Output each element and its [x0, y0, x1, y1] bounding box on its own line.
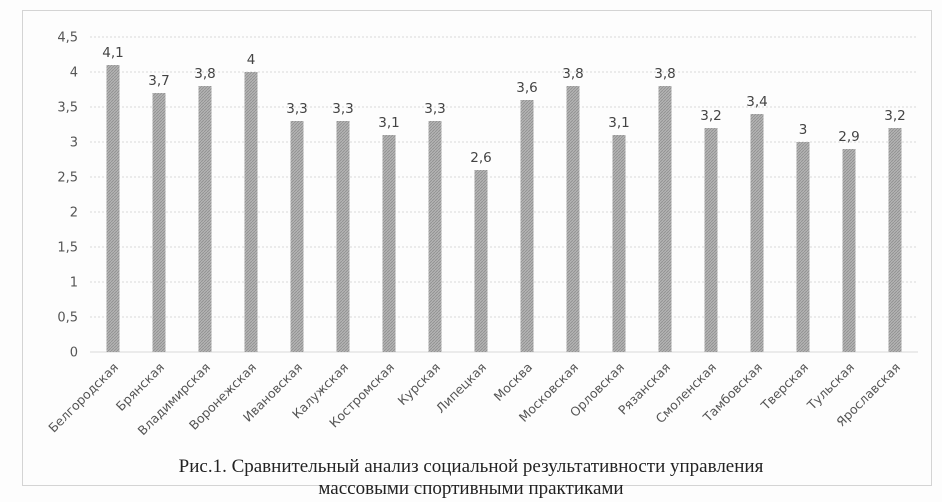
data-label: 3,4: [746, 94, 767, 110]
y-tick-label: 2: [70, 206, 78, 221]
data-label: 4,1: [102, 45, 123, 61]
x-axis-ticks: БелгородскаяБрянскаяВладимирскаяВоронежс…: [45, 360, 903, 439]
bar: [888, 128, 902, 352]
figure-caption-line-1: Рис.1. Сравнительный анализ социальной р…: [178, 456, 764, 477]
bar: [106, 65, 120, 352]
data-label: 3: [799, 122, 808, 138]
y-tick-label: 4: [70, 66, 78, 81]
y-axis-ticks: 0 0,5 1 1,5 2 2,5 3 3,5 4 4,5: [57, 31, 78, 361]
bar: [658, 86, 672, 352]
data-label: 3,8: [562, 66, 583, 82]
x-tick-label: Тверская: [757, 360, 811, 414]
data-labels: 4,1 3,7 3,8 4 3,3 3,3 3,1 3,3 2,6 3,6 3,8 3,1 3,8 3,2…: [102, 45, 905, 166]
data-label: 3,1: [608, 115, 629, 131]
bar: [152, 93, 166, 352]
bar: [244, 72, 258, 352]
bar: [382, 135, 396, 352]
bar: [750, 114, 764, 352]
bar: [704, 128, 718, 352]
figure-caption-line-2: массовыми спортивными практиками: [318, 478, 624, 499]
bars: [106, 65, 902, 352]
bar: [566, 86, 580, 352]
bar: [336, 121, 350, 352]
y-tick-label: 1,5: [57, 241, 78, 256]
y-tick-label: 0: [70, 346, 78, 361]
data-label: 3,2: [700, 108, 721, 124]
data-label: 2,9: [838, 129, 859, 145]
bar: [520, 100, 534, 352]
y-tick-label: 3: [70, 136, 78, 151]
bar: [428, 121, 442, 352]
data-label: 3,7: [148, 73, 169, 89]
data-label: 3,8: [654, 66, 675, 82]
y-tick-label: 2,5: [57, 171, 78, 186]
data-label: 3,1: [378, 115, 399, 131]
data-label: 3,3: [286, 101, 307, 117]
data-label: 3,3: [424, 101, 445, 117]
gridlines: [90, 36, 918, 353]
bar: [474, 170, 488, 352]
y-tick-label: 1: [70, 276, 78, 291]
data-label: 2,6: [470, 150, 491, 166]
bar: [842, 149, 856, 352]
bar: [290, 121, 304, 352]
data-label: 3,8: [194, 66, 215, 82]
x-tick-label: Белгородская: [45, 360, 121, 436]
data-label: 3,3: [332, 101, 353, 117]
bar: [796, 142, 810, 352]
data-label: 3,6: [516, 80, 537, 96]
bar: [612, 135, 626, 352]
data-label: 3,2: [884, 108, 905, 124]
y-tick-label: 3,5: [57, 101, 78, 116]
bar: [198, 86, 212, 352]
data-label: 4: [247, 52, 256, 68]
y-tick-label: 4,5: [57, 31, 78, 46]
y-tick-label: 0,5: [57, 311, 78, 326]
x-tick-label: Москва: [491, 360, 535, 404]
x-tick-label: Липецкая: [433, 360, 489, 416]
